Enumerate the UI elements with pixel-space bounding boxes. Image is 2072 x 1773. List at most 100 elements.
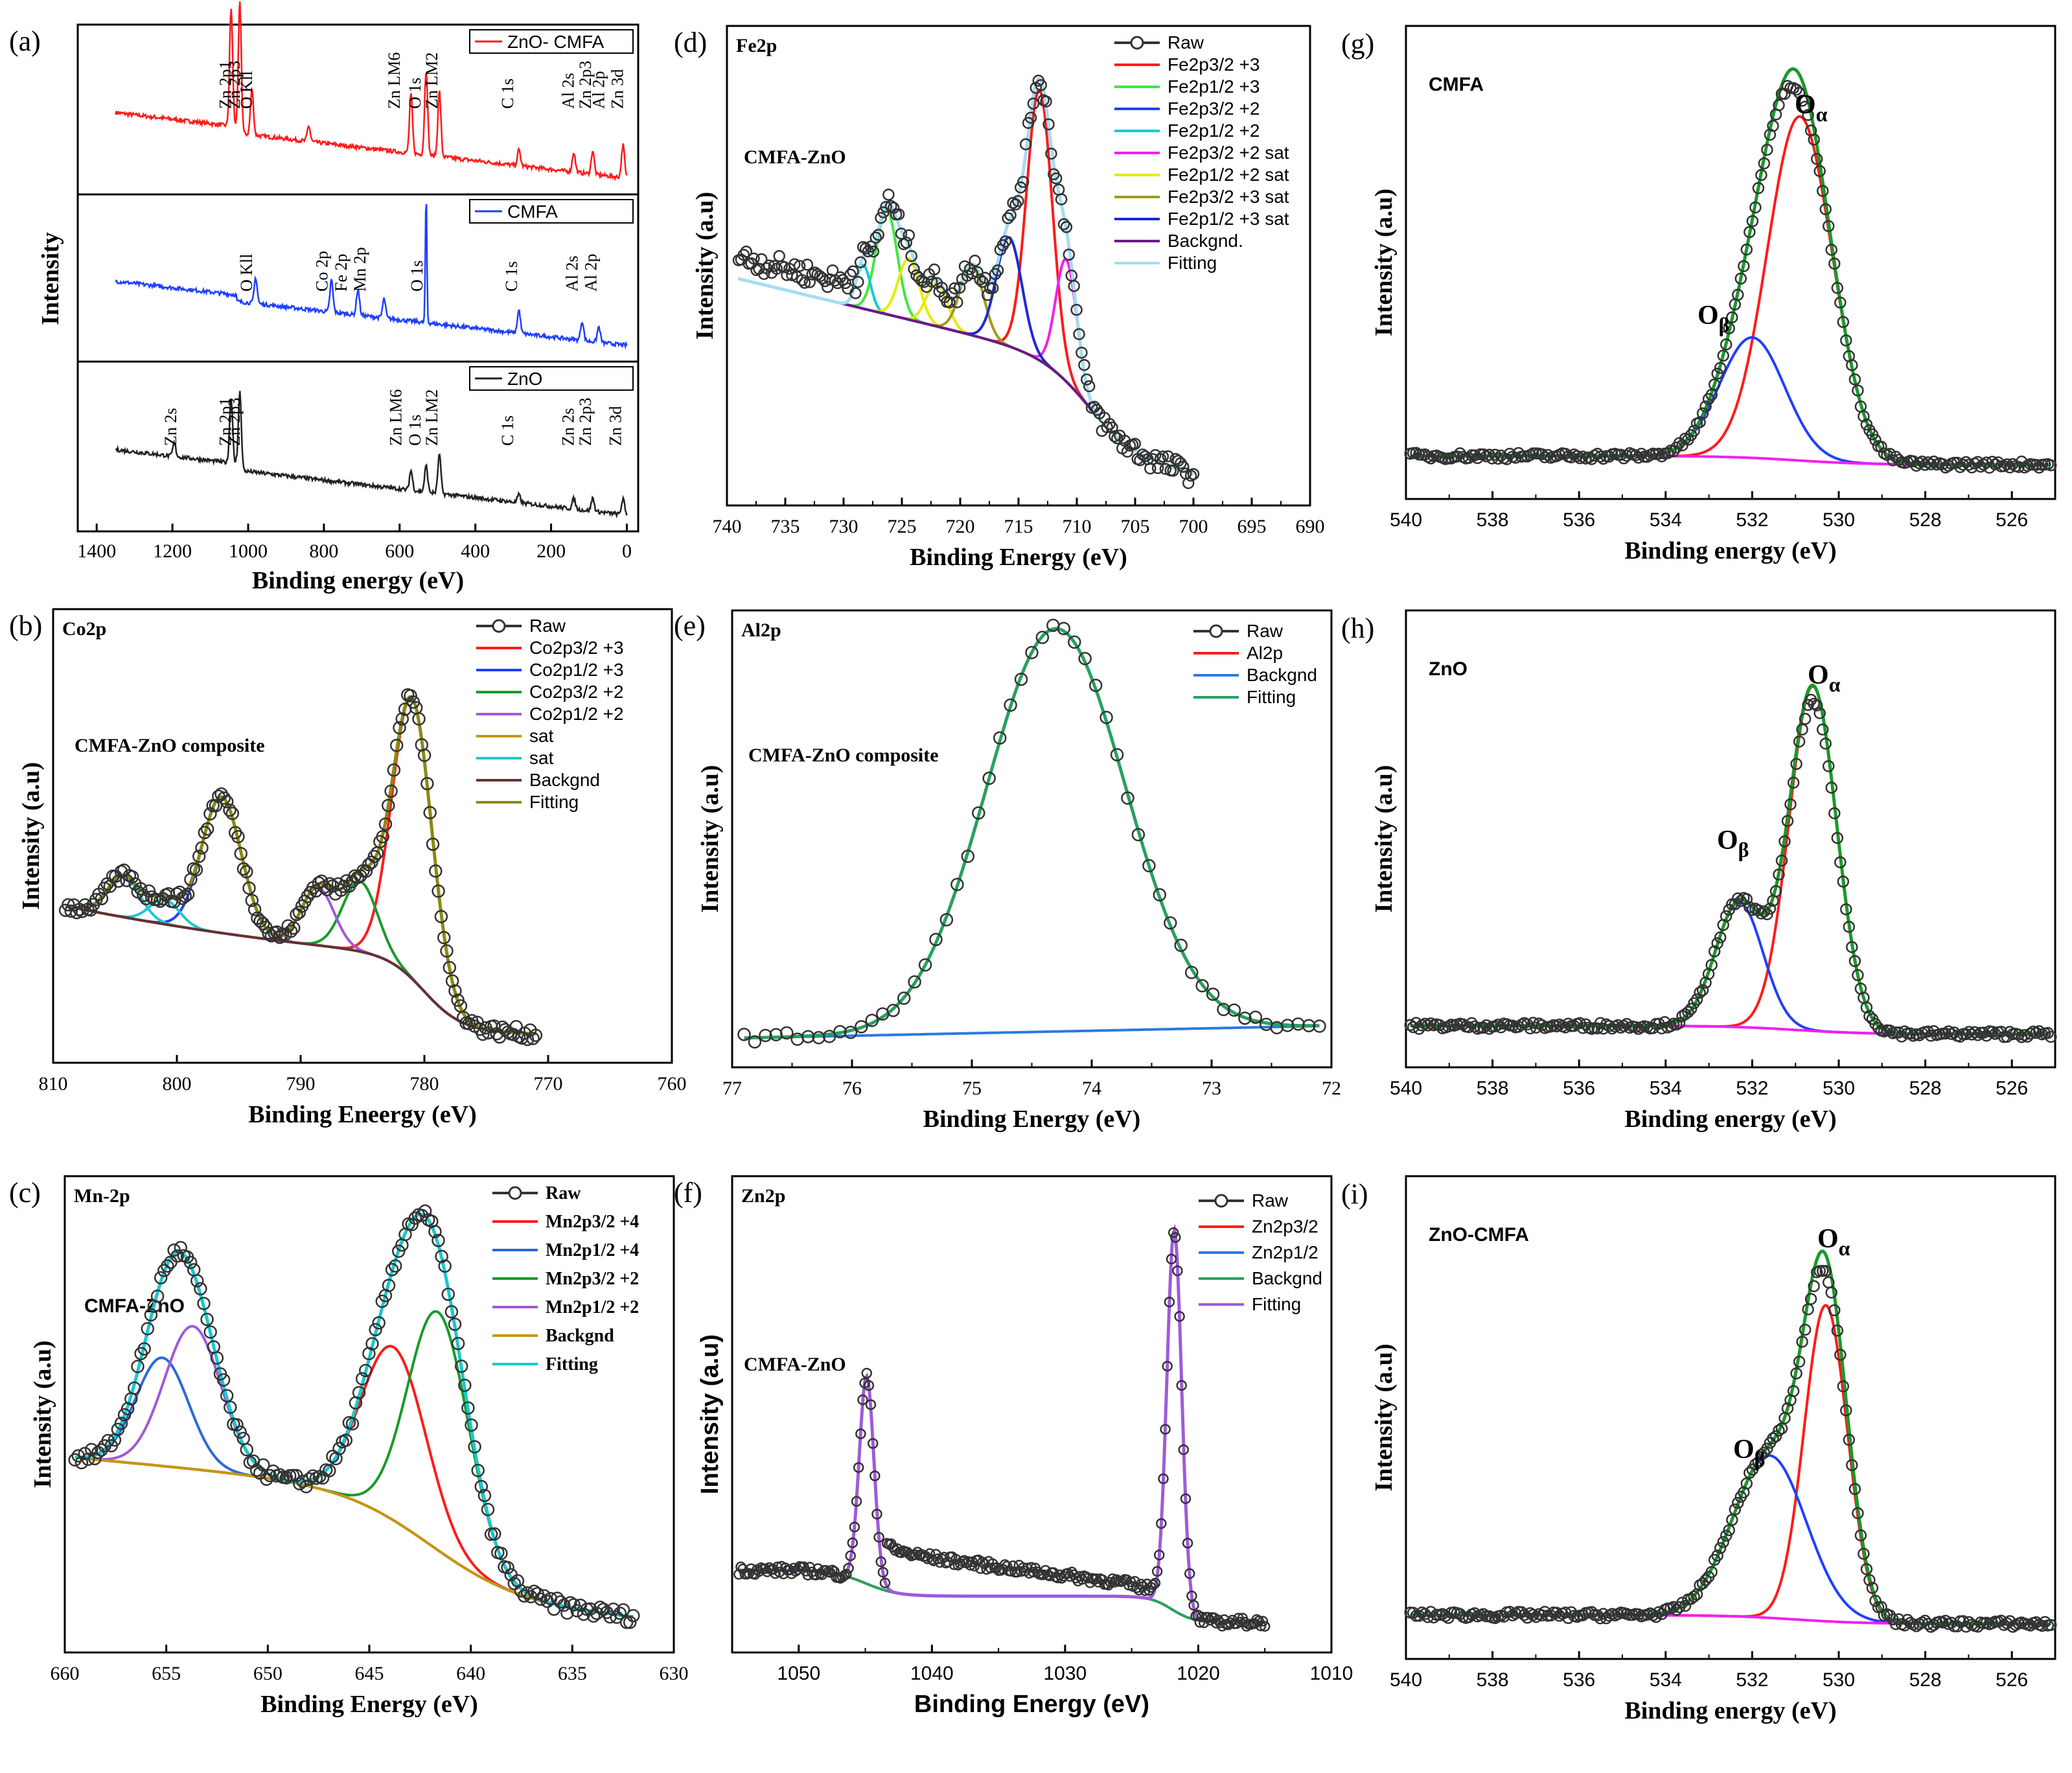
raw-data-point — [1883, 448, 1896, 460]
panel-title: Mn-2p — [74, 1185, 130, 1207]
raw-data-point — [1813, 165, 1826, 178]
raw-data-point — [2030, 1616, 2042, 1628]
raw-data-point — [1553, 1610, 1566, 1622]
raw-data-point — [1255, 1620, 1267, 1632]
raw-data-point — [841, 1569, 852, 1580]
raw-data-point — [359, 1363, 373, 1378]
raw-data-point — [773, 249, 785, 262]
raw-data-point — [224, 1400, 237, 1414]
raw-data-point — [181, 887, 195, 901]
raw-data-point — [763, 259, 776, 272]
x-tick-label: 528 — [1909, 1078, 1942, 1099]
raw-data-point — [1711, 1549, 1723, 1562]
raw-data-point — [471, 1463, 485, 1478]
raw-data-point — [879, 1577, 891, 1588]
panel-i: 540 538 536 534 532 530 528 526 Binding energy (… — [1341, 1175, 2057, 1724]
raw-data-point — [1744, 1466, 1756, 1479]
raw-data-point — [1159, 463, 1172, 475]
raw-data-point — [303, 1472, 316, 1486]
raw-data-point — [1017, 176, 1030, 189]
raw-data-point — [1078, 652, 1092, 666]
raw-data-point — [1527, 1608, 1539, 1621]
raw-data-point — [75, 905, 89, 918]
raw-data-point — [262, 927, 275, 940]
raw-data-point — [1732, 288, 1744, 301]
component-curve-al2p — [744, 627, 1320, 1039]
raw-data-point — [1565, 451, 1578, 464]
legend-label: Fe2p3/2 +3 sat — [1168, 187, 1289, 207]
raw-data-point — [1775, 854, 1788, 867]
panel-label: (d) — [674, 27, 707, 58]
raw-data-point — [974, 273, 986, 286]
raw-data-point — [949, 282, 961, 295]
raw-data-point — [1790, 758, 1802, 771]
raw-data-point — [1468, 1020, 1481, 1033]
raw-data-point — [382, 798, 395, 813]
peak-annotation: O 1s — [406, 78, 424, 109]
raw-data-point — [1530, 1610, 1543, 1623]
x-tick-label: 536 — [1563, 509, 1595, 531]
raw-data-point — [892, 208, 905, 220]
raw-data-point — [1846, 1459, 1858, 1472]
legend-label: Backgnd — [529, 770, 600, 790]
raw-data-point — [1875, 441, 1887, 453]
legend-label: Fitting — [529, 792, 579, 812]
raw-data-point — [801, 259, 814, 271]
raw-data-point — [1723, 322, 1735, 334]
peak-annotation: Zn 3d — [606, 406, 625, 446]
raw-data-point — [900, 237, 913, 249]
legend-raw-marker — [492, 619, 506, 633]
x-tick-label: 526 — [1996, 509, 2028, 531]
legend-label: Fe2p1/2 +2 sat — [1168, 165, 1289, 185]
raw-data-point — [1720, 338, 1732, 351]
raw-data-point — [971, 266, 984, 279]
raw-data-point — [939, 913, 954, 927]
raw-data-point — [1802, 109, 1814, 121]
raw-data-point — [737, 1028, 751, 1041]
raw-data-point — [1154, 452, 1167, 465]
x-axis-label: Binding energy (eV) — [1624, 1106, 1836, 1133]
raw-data-point — [844, 268, 857, 281]
raw-data-point — [1568, 1019, 1580, 1032]
raw-data-point — [1174, 1311, 1185, 1322]
raw-data-point — [1848, 373, 1861, 386]
peak-annotation: O Kll — [237, 254, 256, 292]
x-tick-label: 540 — [1390, 1078, 1422, 1099]
x-tick-label: 635 — [558, 1663, 587, 1684]
raw-data-point — [1477, 1021, 1490, 1034]
legend-label: Raw — [546, 1183, 581, 1203]
raw-data-point — [306, 1469, 320, 1483]
panel-title: Fe2p — [736, 35, 777, 56]
raw-data-point — [376, 829, 389, 844]
raw-data-point — [1714, 931, 1727, 944]
raw-data-point — [1699, 1573, 1712, 1586]
x-axis-label: Binding energy (eV) — [1624, 1697, 1836, 1724]
raw-data-point — [1259, 1621, 1271, 1632]
raw-data-point — [1014, 672, 1028, 686]
peak-annotation: O Kll — [237, 71, 256, 110]
raw-data-point — [1655, 1022, 1668, 1035]
raw-data-point — [1518, 1608, 1530, 1621]
x-axis-label: Binding energy (eV) — [1624, 537, 1836, 564]
raw-data-point — [867, 1438, 879, 1449]
raw-data-point — [861, 1367, 873, 1379]
component-curve-o-beta — [1410, 901, 2051, 1036]
raw-data-point — [1068, 635, 1081, 649]
panel-c: 660 655 650 645 640 635 630 Binding Energy (eV)… — [9, 1175, 689, 1718]
raw-data-point — [451, 1336, 465, 1350]
raw-data-point — [583, 1602, 597, 1616]
raw-data-point — [1057, 218, 1070, 231]
plot-frame-h — [1405, 609, 2056, 1069]
raw-data-point — [1825, 1286, 1837, 1299]
x-tick-label: 725 — [888, 516, 917, 537]
raw-data-point — [1752, 182, 1765, 194]
raw-data-point — [1714, 362, 1727, 374]
peak-annotation: Zn 2s — [161, 408, 180, 446]
peak-annotation: Zn LM6 — [385, 52, 404, 109]
x-tick-label: 735 — [771, 516, 800, 537]
raw-data-point — [865, 1014, 879, 1027]
raw-data-point — [1837, 875, 1850, 888]
raw-data-point — [230, 1418, 244, 1431]
legend-label: CMFA — [507, 202, 558, 222]
raw-data-point — [1720, 910, 1732, 922]
